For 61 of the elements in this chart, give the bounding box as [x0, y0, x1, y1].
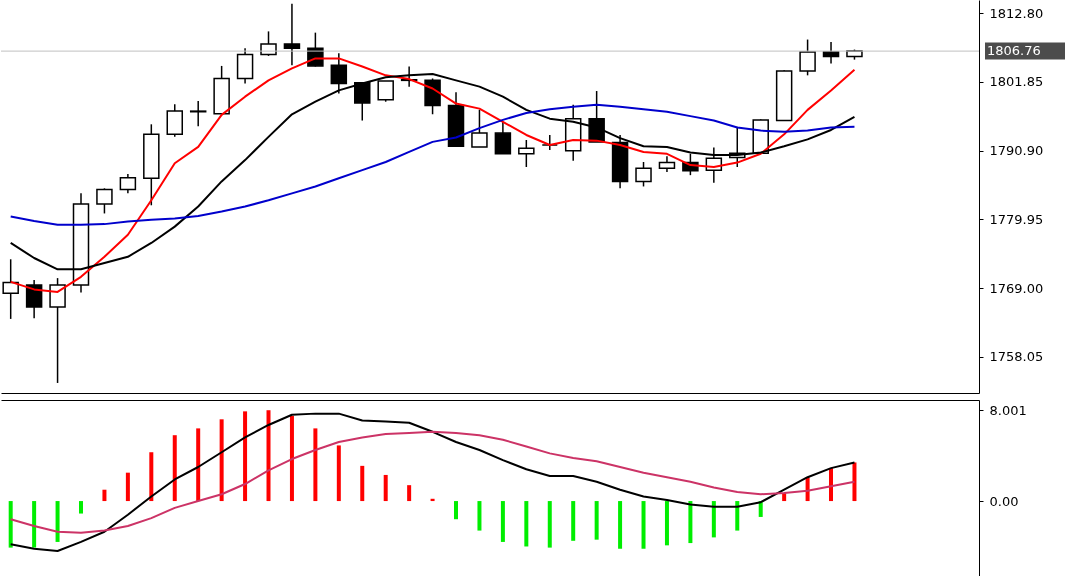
- bar: [383, 474, 388, 502]
- bar: [243, 411, 248, 502]
- line-series: [9, 412, 856, 553]
- candlestick: [166, 103, 184, 138]
- line-series: [9, 103, 856, 226]
- y-tick-label: 1769.00: [989, 280, 1044, 296]
- bar: [454, 501, 459, 520]
- candlestick: [494, 121, 512, 155]
- candlestick: [635, 161, 652, 188]
- bar: [196, 428, 201, 502]
- y-tick-label: 1790.90: [989, 143, 1044, 159]
- bar: [8, 501, 13, 548]
- candlestick: [518, 139, 535, 168]
- line-series: [9, 430, 856, 534]
- candlestick: [377, 80, 394, 103]
- y-tick-label: 1758.05: [989, 349, 1044, 365]
- bar: [55, 501, 60, 542]
- bar: [852, 462, 857, 502]
- candlestick: [283, 3, 301, 67]
- bar: [79, 501, 83, 514]
- bar: [360, 465, 365, 502]
- bar: [688, 501, 693, 544]
- bar: [500, 501, 505, 542]
- bar: [172, 435, 177, 502]
- bar: [32, 501, 37, 548]
- candlestick: [25, 279, 43, 320]
- y-tick-label: 0.00: [989, 493, 1019, 509]
- y-tick-label: 1801.85: [989, 74, 1044, 90]
- bar: [336, 445, 341, 502]
- y-tick-label: 8.001: [989, 402, 1027, 418]
- candlestick: [799, 38, 816, 77]
- bar: [594, 501, 599, 540]
- bar: [829, 468, 834, 502]
- candlestick: [189, 100, 207, 127]
- candlestick: [119, 173, 137, 195]
- bar: [571, 501, 576, 541]
- bar: [289, 415, 294, 502]
- y-tick-label: 1812.80: [989, 5, 1044, 21]
- ref-line-label: 1806.76: [987, 43, 1041, 59]
- bar: [125, 472, 130, 502]
- bar: [266, 410, 271, 502]
- candlestick: [354, 82, 371, 122]
- bar: [547, 501, 552, 548]
- bar: [664, 501, 669, 546]
- candlestick: [96, 187, 113, 215]
- candlestick: [49, 277, 66, 384]
- candlestick: [471, 109, 488, 148]
- bar: [641, 501, 646, 549]
- bar: [407, 485, 412, 502]
- candlestick: [541, 134, 559, 151]
- bar: [618, 501, 623, 549]
- bar: [313, 428, 318, 502]
- bar: [735, 501, 740, 531]
- bar: [477, 501, 482, 531]
- bar: [219, 419, 224, 502]
- bar: [711, 501, 716, 538]
- bar: [149, 452, 154, 502]
- bar: [524, 501, 529, 547]
- y-tick-label: 1779.95: [989, 211, 1044, 227]
- candlestick: [236, 47, 254, 85]
- bar: [102, 489, 107, 502]
